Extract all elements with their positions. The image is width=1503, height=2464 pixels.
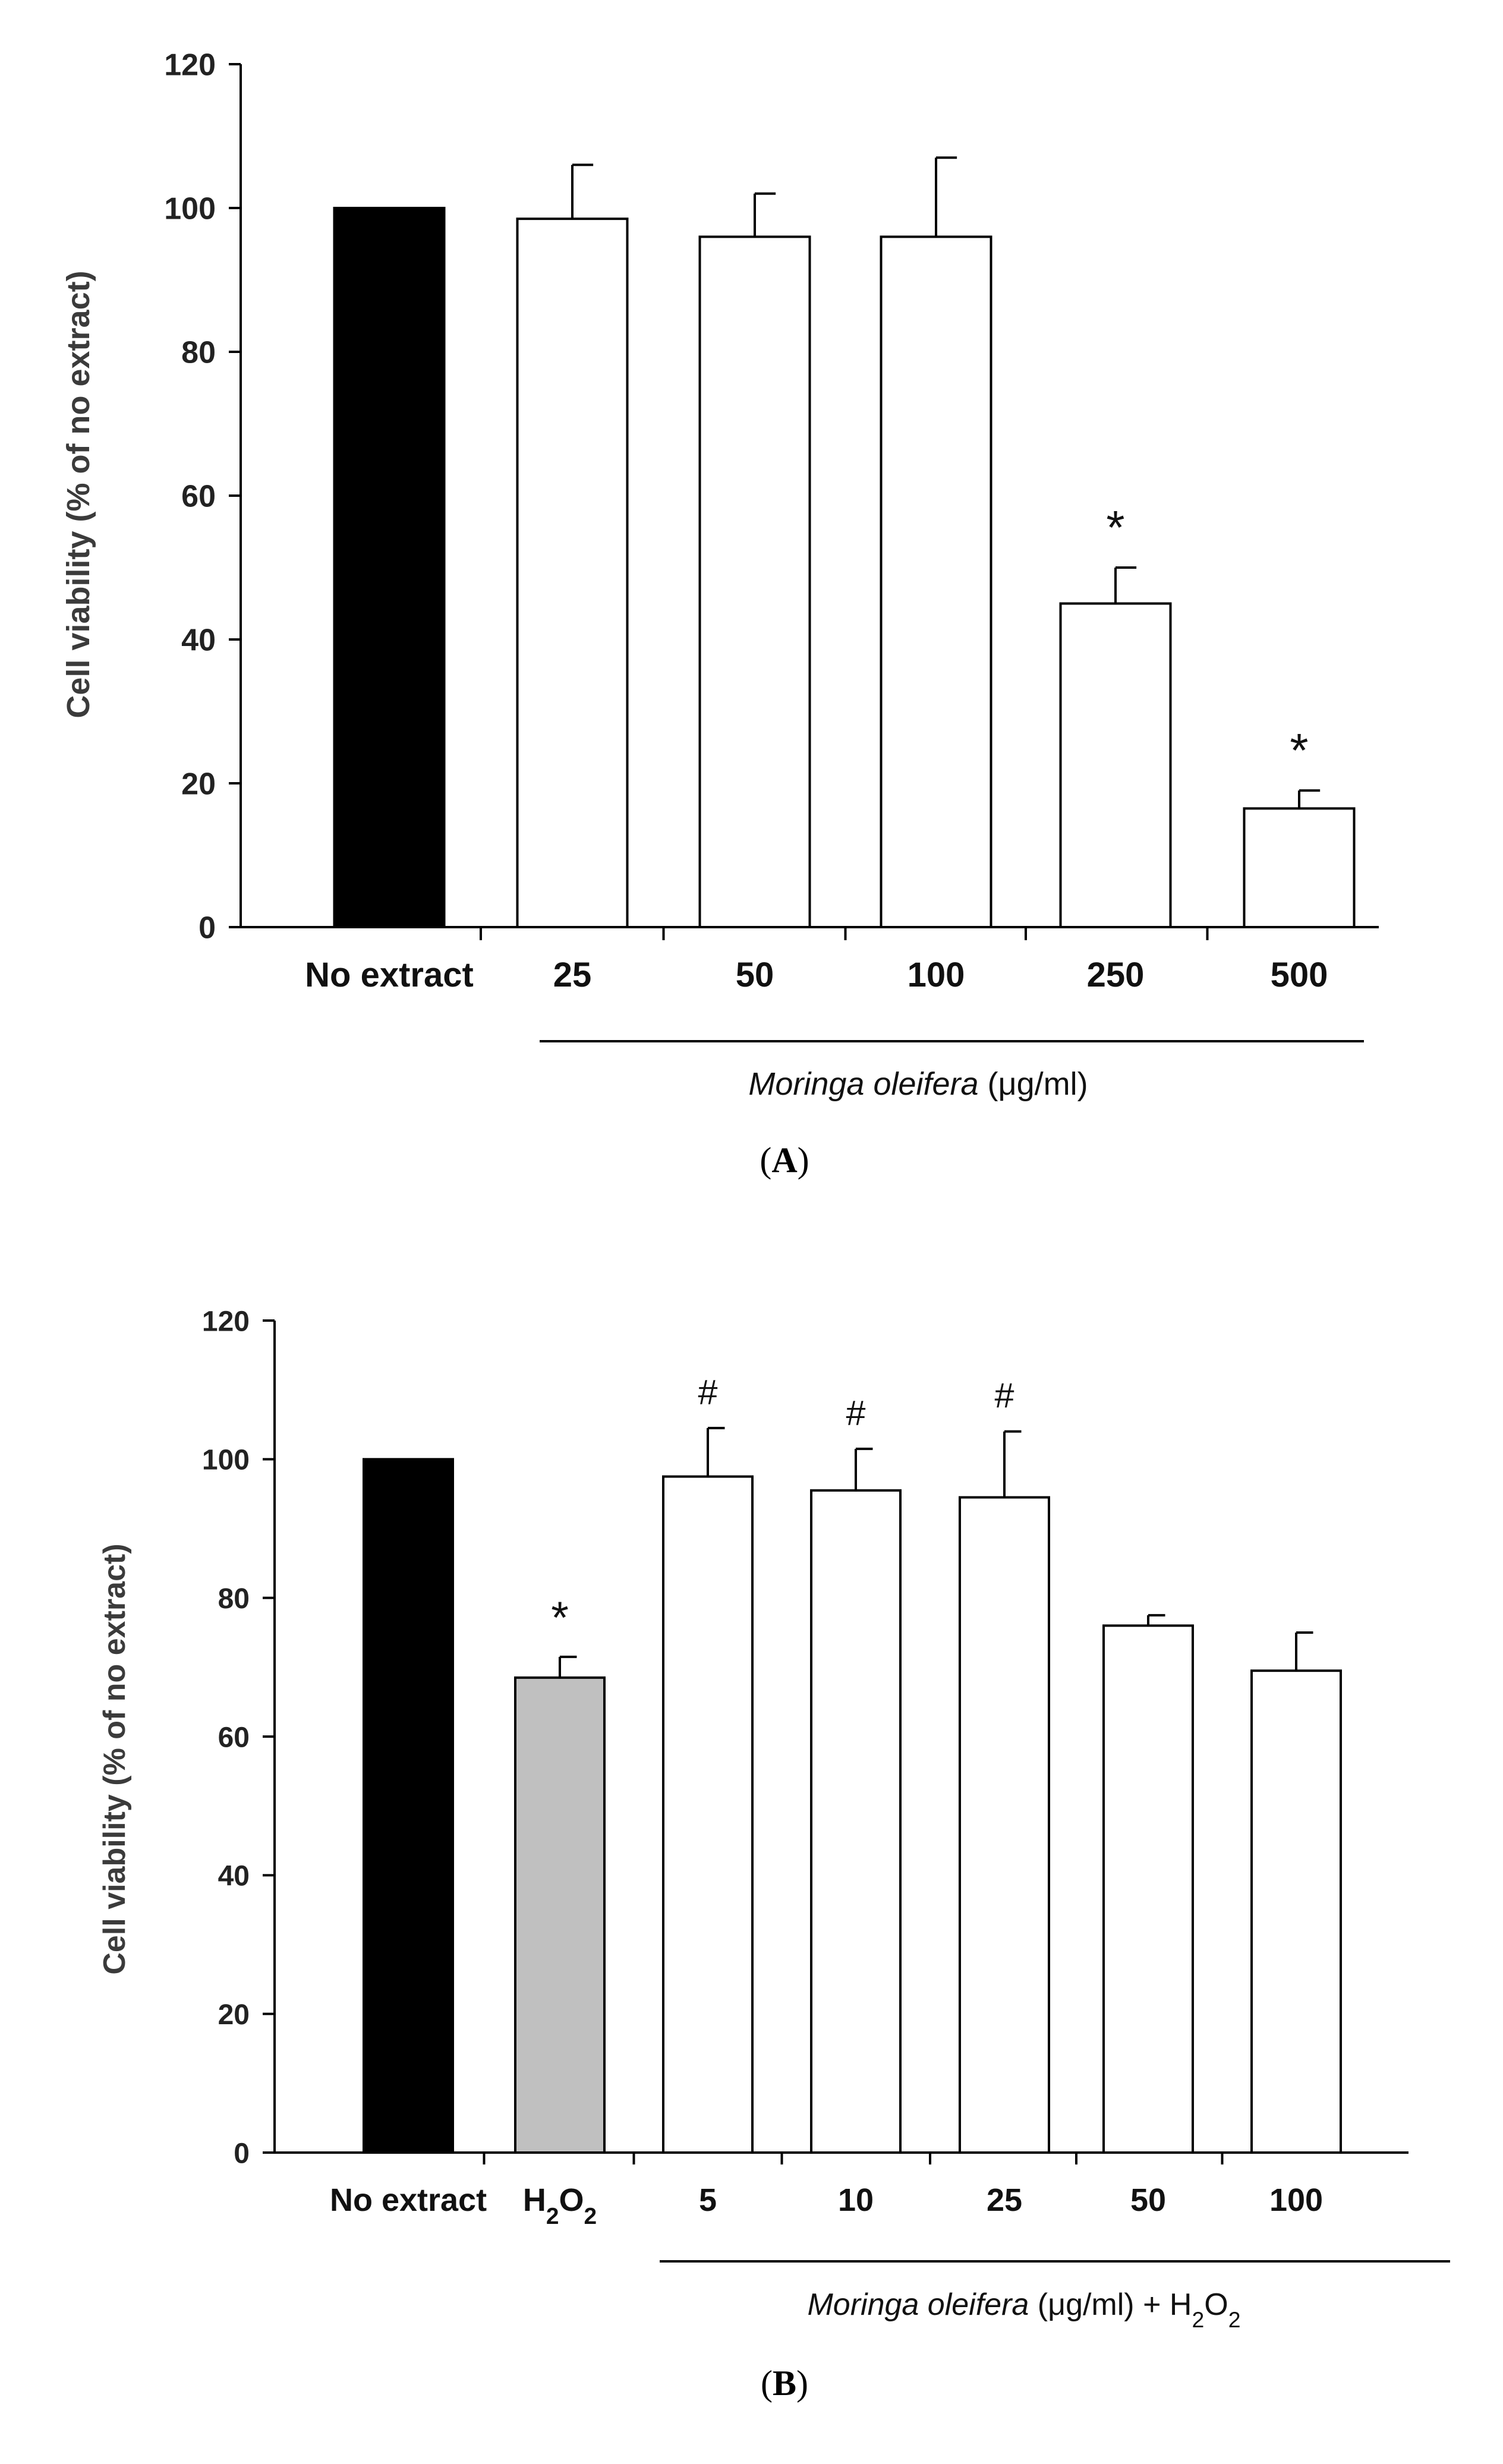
category-label: 500 [1271,956,1328,994]
bar [333,207,446,928]
bar [1059,602,1172,928]
category-label: No extract [330,2182,487,2218]
group-label: Moringa oleifera (μg/ml) + H2O2 [807,2287,1240,2332]
significance-mark: # [995,1376,1014,1416]
significance-mark: # [846,1393,866,1433]
significance-mark: * [551,1593,569,1643]
category-label: H2O2 [523,2182,597,2229]
chart-panel-a: 0 20 40 60 80 100 120 Cell viability (% of no e… [61,48,1379,1180]
category-label: No extract [305,956,474,994]
category-label: 50 [1130,2182,1166,2218]
bar [1250,1669,1342,2154]
bar [514,1676,606,2154]
significance-mark: * [1290,724,1308,777]
bar [959,1496,1050,2154]
y-tick-label: 20 [218,1999,250,2031]
category-label: 5 [699,2182,717,2218]
category-label: 50 [736,956,774,994]
category-label: 100 [908,956,965,994]
bar [516,218,629,928]
y-tick-label: 100 [202,1445,250,1476]
y-tick-label: 100 [164,192,216,226]
significance-mark: # [698,1372,718,1412]
y-axis-label: Cell viability (% of no extract) [97,1543,132,1974]
y-tick-label: 0 [234,2138,250,2169]
y-tick-label: 40 [218,1861,250,1892]
bar [662,1475,754,2154]
y-tick-label: 40 [181,623,216,658]
y-tick-label: 80 [181,336,216,370]
bar [1102,1624,1194,2154]
category-label: 100 [1269,2182,1323,2218]
group-label: Moringa oleifera (μg/ml) [748,1066,1088,1102]
y-tick-label: 20 [181,767,216,802]
category-label: 250 [1087,956,1145,994]
category-label: 25 [553,956,592,994]
y-axis-label: Cell viability (% of no extract) [61,270,96,718]
y-tick-label: 60 [181,480,216,514]
bar [363,1458,454,2154]
chart-panel-b: 0 20 40 60 80 100 120 Cell viability (% of no e… [97,1306,1450,2403]
bar [880,235,992,928]
bar [698,235,811,928]
bar [810,1489,902,2154]
panel-label: (B) [761,2364,808,2403]
panel-label: (A) [760,1140,809,1180]
bar [1243,807,1356,928]
y-tick-label: 120 [164,48,216,83]
y-tick-label: 0 [198,911,216,946]
category-label: 10 [838,2182,874,2218]
y-tick-label: 120 [202,1306,250,1337]
significance-mark: * [1106,501,1124,554]
y-tick-label: 60 [218,1722,250,1753]
category-label: 25 [987,2182,1022,2218]
y-tick-label: 80 [218,1583,250,1615]
